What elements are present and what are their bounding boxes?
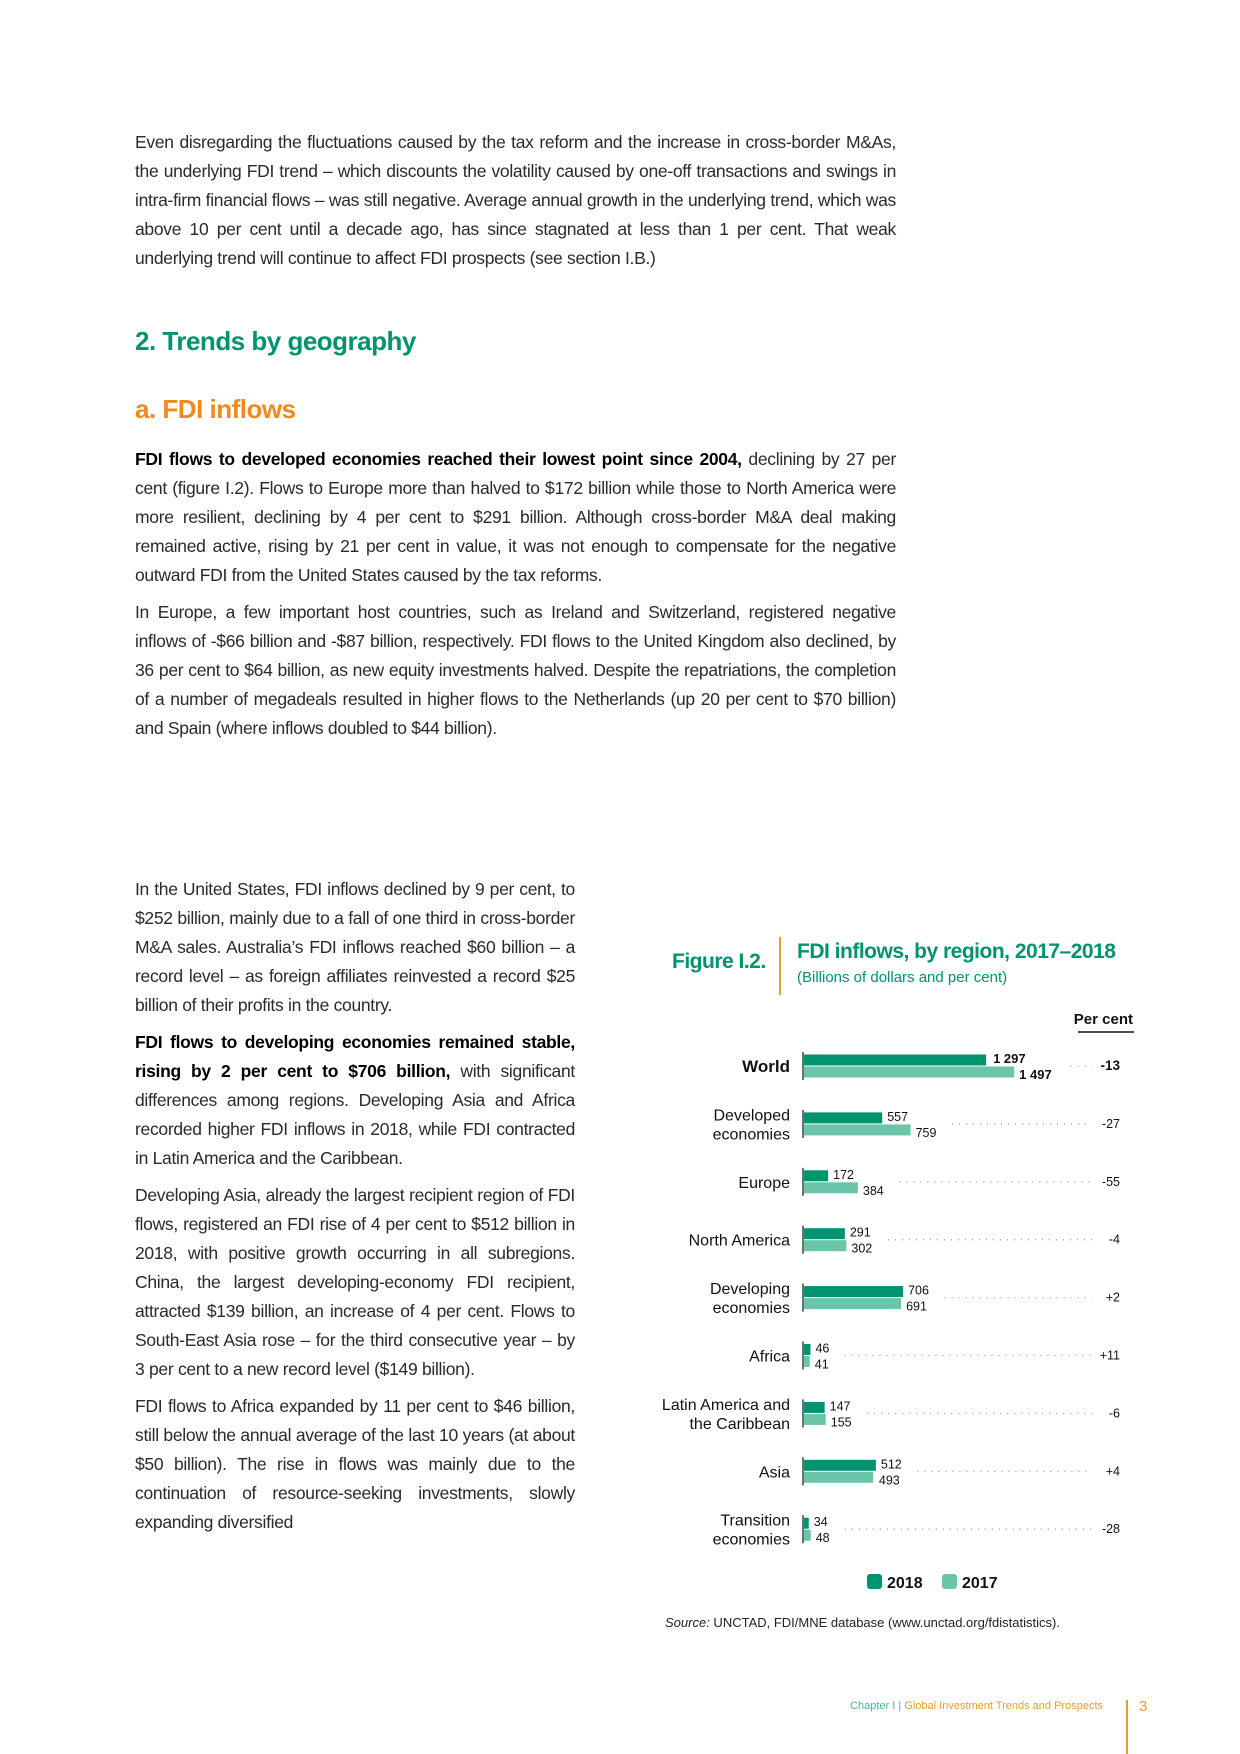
footer-chapter-title: Global Investment Trends and Prospects: [904, 1700, 1103, 1712]
value-label-2017: 155: [831, 1415, 852, 1429]
page-number: 3: [1139, 1698, 1148, 1715]
bar-2017: [804, 1413, 826, 1425]
percent-change-label: +4: [1106, 1464, 1120, 1478]
value-label-2018: 706: [908, 1284, 929, 1298]
value-label-2017: 48: [816, 1531, 830, 1545]
value-label-2018: 1 297: [993, 1051, 1026, 1066]
paragraph-africa: FDI flows to Africa expanded by 11 per c…: [135, 1396, 575, 1532]
paragraph-underlying-trend: Even disregarding the fluctuations cause…: [135, 132, 896, 268]
bar-2018: [804, 1286, 904, 1298]
source-text: UNCTAD, FDI/MNE database (www.unctad.org…: [709, 1615, 1060, 1630]
value-label-2017: 493: [879, 1473, 900, 1487]
bar-2017: [804, 1298, 902, 1310]
value-label-2018: 34: [814, 1515, 828, 1529]
percent-header: Per cent: [1074, 1011, 1133, 1028]
percent-change-label: +2: [1106, 1291, 1120, 1305]
value-label-2017: 302: [851, 1242, 872, 1256]
paragraph-lead: FDI flows to developing economies remain…: [135, 1032, 575, 1081]
category-label: Asia: [759, 1464, 790, 1481]
legend-label-2017: 2017: [962, 1575, 998, 1592]
paragraph-body: with significant differences among regio…: [135, 1061, 575, 1168]
bar-2017: [804, 1124, 911, 1136]
paragraph-body: declining by 27 per cent (figure I.2). F…: [135, 449, 896, 585]
section-heading: 2. Trends by geography: [135, 326, 416, 356]
paragraph-united-states: In the United States, FDI inflows declin…: [135, 879, 575, 1015]
figure-separator: [779, 937, 781, 995]
percent-change-label: +11: [1100, 1349, 1120, 1363]
footer-chapter: Chapter I | Global Investment Trends and…: [850, 1700, 1103, 1712]
percent-change-label: -27: [1102, 1117, 1120, 1131]
footer-divider: |: [895, 1700, 905, 1712]
paragraph-lead: FDI flows to developed economies reached…: [135, 449, 742, 469]
legend-swatch-2017: [942, 1574, 957, 1589]
subsection-heading: a. FDI inflows: [135, 394, 296, 424]
value-label-2018: 147: [830, 1399, 851, 1413]
category-label: economies: [713, 1126, 790, 1143]
category-label: economies: [713, 1300, 790, 1317]
value-label-2017: 384: [863, 1184, 884, 1198]
percent-change-label: -28: [1102, 1522, 1120, 1536]
main-text-flow: Even disregarding the fluctuations cause…: [135, 128, 896, 751]
paragraph-developed: FDI flows to developed economies reached…: [135, 445, 896, 590]
legend-swatch-2018: [867, 1574, 882, 1589]
value-label-2018: 512: [881, 1457, 902, 1471]
paragraph-developing: FDI flows to developing economies remain…: [135, 1028, 575, 1173]
bar-2018: [804, 1517, 809, 1529]
footer-separator: [1126, 1700, 1128, 1754]
paragraph-europe: In Europe, a few important host countrie…: [135, 602, 896, 738]
figure-subtitle: (Billions of dollars and per cent): [797, 969, 1008, 986]
footer-chapter-number: Chapter I: [850, 1700, 896, 1712]
category-label: economies: [713, 1532, 790, 1549]
category-label: Latin America and: [662, 1397, 790, 1414]
percent-change-label: -6: [1109, 1406, 1120, 1420]
value-label-2017: 691: [906, 1300, 927, 1314]
bar-2018: [804, 1170, 829, 1182]
percent-change-label: -55: [1102, 1175, 1120, 1189]
category-label: Transition: [720, 1513, 790, 1530]
category-label: Developing: [710, 1281, 790, 1298]
figure-source: Source: UNCTAD, FDI/MNE database (www.un…: [665, 1615, 1060, 1630]
value-label-2017: 759: [916, 1126, 937, 1140]
percent-change-label: -4: [1109, 1233, 1120, 1247]
bar-2018: [804, 1054, 987, 1066]
bar-2017: [804, 1240, 847, 1252]
figure-title: FDI inflows, by region, 2017–2018: [797, 940, 1116, 963]
bar-2018: [804, 1344, 811, 1355]
paragraph-asia: Developing Asia, already the largest rec…: [135, 1185, 575, 1379]
value-label-2017: 1 497: [1019, 1067, 1052, 1082]
bar-2018: [804, 1401, 825, 1413]
value-label-2018: 46: [815, 1342, 829, 1356]
value-label-2018: 172: [833, 1168, 854, 1182]
value-label-2017: 41: [815, 1358, 829, 1372]
bar-2018: [804, 1459, 876, 1471]
value-label-2018: 557: [887, 1110, 908, 1124]
category-label: the Caribbean: [689, 1416, 790, 1433]
category-label: North America: [689, 1233, 790, 1250]
category-label: Africa: [749, 1349, 790, 1366]
bar-2018: [804, 1112, 883, 1124]
bar-2017: [804, 1066, 1015, 1078]
bar-2018: [804, 1228, 845, 1240]
percent-change-label: -13: [1100, 1058, 1120, 1073]
left-column-flow: In the United States, FDI inflows declin…: [135, 875, 575, 1545]
bar-2017: [804, 1182, 858, 1194]
bar-2017: [804, 1471, 874, 1483]
source-label: Source:: [665, 1615, 710, 1630]
category-label: Europe: [738, 1175, 790, 1192]
bar-2017: [804, 1529, 811, 1541]
bar-2017: [804, 1356, 810, 1367]
legend-label-2018: 2018: [887, 1575, 923, 1592]
value-label-2018: 291: [850, 1226, 871, 1240]
category-label: Developed: [714, 1107, 791, 1124]
figure-label: Figure I.2.: [672, 950, 766, 973]
category-label: World: [742, 1057, 790, 1076]
